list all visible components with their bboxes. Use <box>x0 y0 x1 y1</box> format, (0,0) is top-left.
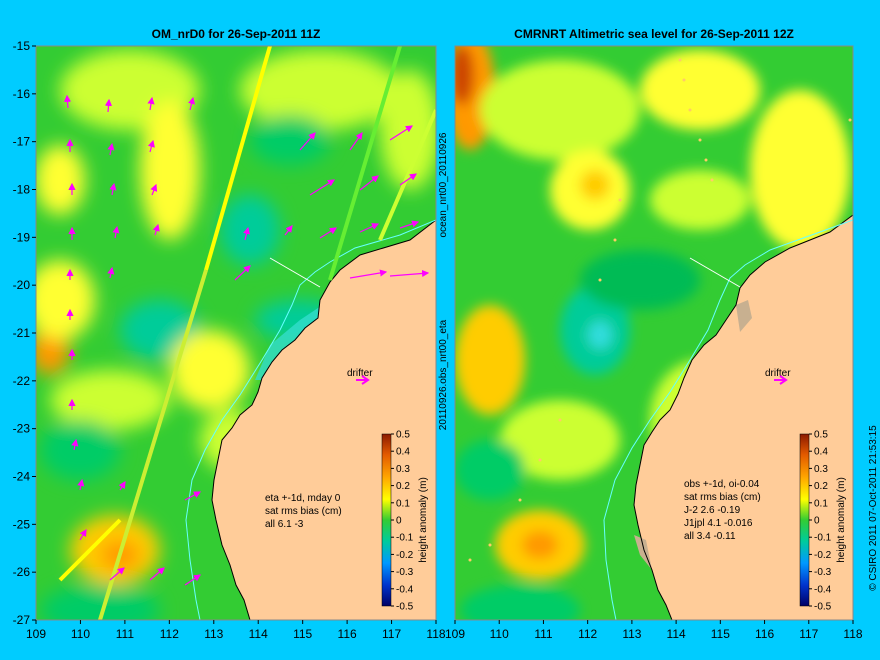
left-colorbar-tick-label: -0.3 <box>396 567 414 578</box>
left-annotation-line-2: sat rms bias (cm) <box>265 506 342 517</box>
right-x-tick-label: 109 <box>445 627 465 641</box>
left-colorbar-tick-label: 0.2 <box>396 481 410 492</box>
left-colorbar-tick-label: 0.5 <box>396 430 410 441</box>
right-land-shelf <box>634 300 752 570</box>
right-x-tick-label: 114 <box>667 627 686 641</box>
left-coastline <box>211 219 436 620</box>
left-satellite-tracks <box>58 46 436 620</box>
left-y-tick-label: -15 <box>13 39 31 53</box>
left-colorbar-ticks: 0.5 0.4 0.3 0.2 0.1 0 -0.1 -0.2 -0.3 -0.4 -0.5 <box>391 430 414 613</box>
left-colorbar-tick-label: 0.1 <box>396 498 410 509</box>
left-section-line <box>269 257 321 288</box>
right-x-tick-label: 117 <box>799 627 818 641</box>
left-y-tick-label: -24 <box>13 470 31 484</box>
right-drifter-arrow-icon <box>774 375 788 385</box>
right-colorbar-tick-label: -0.4 <box>814 584 832 595</box>
left-y-tick-label: -22 <box>13 374 31 388</box>
left-map <box>36 46 436 620</box>
right-x-tick-label: 115 <box>711 627 730 641</box>
right-frame <box>454 45 854 621</box>
right-annotation-line-2: sat rms bias (cm) <box>684 492 761 503</box>
left-x-tick-label: 116 <box>338 627 357 641</box>
right-x-tick-label: 118 <box>843 627 862 641</box>
left-colorbar-tick-label: -0.5 <box>396 602 414 613</box>
left-x-tick-label: 118 <box>426 627 445 641</box>
right-section-line <box>689 257 741 288</box>
right-colorbar-tick-label: 0 <box>814 516 820 527</box>
right-colorbar-tick-label: 0.4 <box>814 447 828 458</box>
right-colorbar-tick-label: -0.2 <box>814 550 832 561</box>
left-land <box>212 220 436 620</box>
left-colorbar <box>381 433 392 607</box>
right-colorbar-tick-label: -0.3 <box>814 567 832 578</box>
left-x-tick-label: 110 <box>71 627 90 641</box>
left-annotation-line-3: all 6.1 -3 <box>265 519 304 530</box>
left-colorbar-tick-label: 0 <box>396 516 402 527</box>
left-x-tick-label: 111 <box>116 627 135 641</box>
left-y-tick-label: -25 <box>13 517 31 531</box>
left-x-tick-label: 109 <box>26 627 46 641</box>
left-x-tick-label: 112 <box>160 627 179 641</box>
left-y-tick-label: -16 <box>13 87 31 101</box>
left-colorbar-label: height anomaly (m) <box>418 477 429 563</box>
left-y-tick-label: -18 <box>13 183 31 197</box>
left-title: OM_nrD0 for 26-Sep-2011 11Z <box>152 27 321 41</box>
left-y-axis: -15 -16 -17 -18 -19 -20 -21 -22 -23 -24 -25 -26 -27 <box>13 39 36 627</box>
left-y-tick-label: -27 <box>13 613 31 627</box>
left-x-tick-label: 114 <box>249 627 268 641</box>
right-annotation-line-5: all 3.4 -0.11 <box>684 531 736 542</box>
left-colorbar-tick-label: -0.4 <box>396 584 414 595</box>
right-x-tick-label: 113 <box>622 627 641 641</box>
right-colorbar-tick-label: -0.1 <box>814 533 832 544</box>
left-y-tick-label: -19 <box>13 230 31 244</box>
right-land <box>634 215 853 620</box>
right-annotation-line-1: obs +-1d, oi-0.04 <box>684 479 760 490</box>
left-x-tick-label: 113 <box>204 627 223 641</box>
right-colorbar-tick-label: -0.5 <box>814 602 832 613</box>
left-annotation-line-1: eta +-1d, mday 0 <box>265 493 341 504</box>
side-text-copyright: © CSIRO 2011 07-Oct-2011 21:53:15 <box>868 425 879 591</box>
right-x-axis: 109 110 111 112 113 114 115 116 117 118 <box>445 620 863 641</box>
left-x-axis: 109 110 111 112 113 114 115 116 117 118 <box>26 620 446 641</box>
left-y-tick-label: -20 <box>13 278 31 292</box>
right-colorbar-tick-label: 0.2 <box>814 481 828 492</box>
left-colorbar-tick-label: -0.1 <box>396 533 414 544</box>
right-x-tick-label: 116 <box>755 627 774 641</box>
right-obs-points <box>468 58 852 562</box>
right-x-tick-label: 110 <box>490 627 509 641</box>
right-colorbar-tick-label: 0.1 <box>814 498 828 509</box>
left-colorbar-tick-label: -0.2 <box>396 550 414 561</box>
right-map <box>455 46 853 620</box>
left-drifter-arrow-icon <box>356 375 370 385</box>
right-colorbar <box>799 433 810 607</box>
right-colorbar-label: height anomaly (m) <box>836 477 847 563</box>
left-x-tick-label: 115 <box>293 627 312 641</box>
left-y-tick-label: -21 <box>13 326 31 340</box>
left-current-arrows <box>63 94 430 586</box>
left-y-tick-label: -23 <box>13 422 31 436</box>
left-anomaly-blobs <box>36 50 436 620</box>
right-title: CMRNRT Altimetric sea level for 26-Sep-2… <box>514 27 794 41</box>
right-colorbar-tick-label: 0.5 <box>814 430 828 441</box>
left-x-tick-label: 117 <box>382 627 401 641</box>
left-y-tick-label: -26 <box>13 565 31 579</box>
left-drifter-label: drifter <box>347 368 373 379</box>
right-x-tick-label: 112 <box>578 627 597 641</box>
right-isobath <box>603 219 853 620</box>
left-y-tick-label: -17 <box>13 135 31 149</box>
right-annotation-line-4: J1jpl 4.1 -0.016 <box>684 518 753 529</box>
side-text-middle-top: ocean_nrt00_20110926 <box>438 132 449 237</box>
right-drifter-label: drifter <box>765 368 791 379</box>
left-colorbar-tick-label: 0.3 <box>396 464 410 475</box>
right-colorbar-ticks: 0.5 0.4 0.3 0.2 0.1 0 -0.1 -0.2 -0.3 -0.4 -0.5 <box>809 430 832 613</box>
right-x-tick-label: 111 <box>534 627 553 641</box>
left-colorbar-tick-label: 0.4 <box>396 447 410 458</box>
right-annotation-line-3: J-2 2.6 -0.19 <box>684 505 741 516</box>
right-coastline <box>633 214 853 620</box>
right-colorbar-tick-label: 0.3 <box>814 464 828 475</box>
side-text-middle-bottom: 20110926.obs_nrt00_eta <box>438 319 449 430</box>
